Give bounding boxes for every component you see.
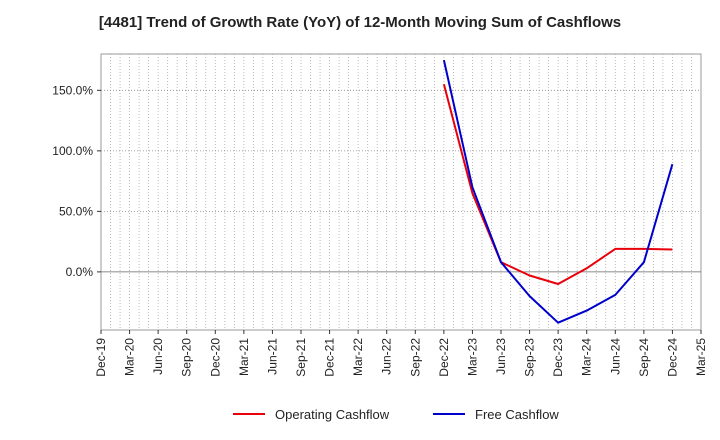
legend-label-operating-cashflow: Operating Cashflow [275,407,390,422]
x-tick-label: Jun-22 [380,338,394,375]
x-tick-label: Mar-23 [465,338,479,376]
x-tick-label: Sep-22 [408,338,422,377]
chart-title: [4481] Trend of Growth Rate (YoY) of 12-… [98,14,622,31]
x-tick-label: Dec-23 [551,338,565,377]
grid-layer [100,53,702,331]
x-tick-label: Mar-21 [237,338,251,376]
x-tick-label: Mar-24 [580,338,594,376]
x-tick-label: Sep-24 [637,338,651,377]
legend: Operating Cashflow Free Cashflow [233,407,559,422]
x-tick-label: Mar-22 [351,338,365,376]
x-tick-label: Dec-21 [323,338,337,377]
x-tick-label: Dec-22 [437,338,451,377]
x-tick-label: Dec-20 [208,338,222,377]
x-tick-label: Sep-20 [180,338,194,377]
x-tick-label: Jun-21 [265,338,279,375]
x-tick-label: Jun-20 [151,338,165,375]
axis-layer: 0.0% 50.0% 100.0% 150.0% Dec-19 Mar-20 Jun-20 S… [52,83,708,376]
x-tick-label: Jun-23 [494,338,508,375]
y-tick-label: 150.0% [52,83,93,97]
y-tick-label: 50.0% [59,204,93,218]
x-tick-label: Dec-19 [94,338,108,377]
x-tick-label: Dec-24 [665,338,679,377]
x-tick-label: Sep-23 [523,338,537,377]
y-tick-label: 100.0% [52,144,93,158]
series-layer [442,59,674,324]
x-tick-label: Mar-20 [123,338,137,376]
legend-label-free-cashflow: Free Cashflow [475,407,559,422]
x-tick-label: Jun-24 [608,338,622,375]
x-tick-label: Sep-21 [294,338,308,377]
x-tick-label: Mar-25 [694,338,708,376]
y-tick-label: 0.0% [66,265,94,279]
plot-frame [100,53,702,331]
operating-cashflow-line [442,84,673,285]
free-cashflow-line [442,59,674,324]
